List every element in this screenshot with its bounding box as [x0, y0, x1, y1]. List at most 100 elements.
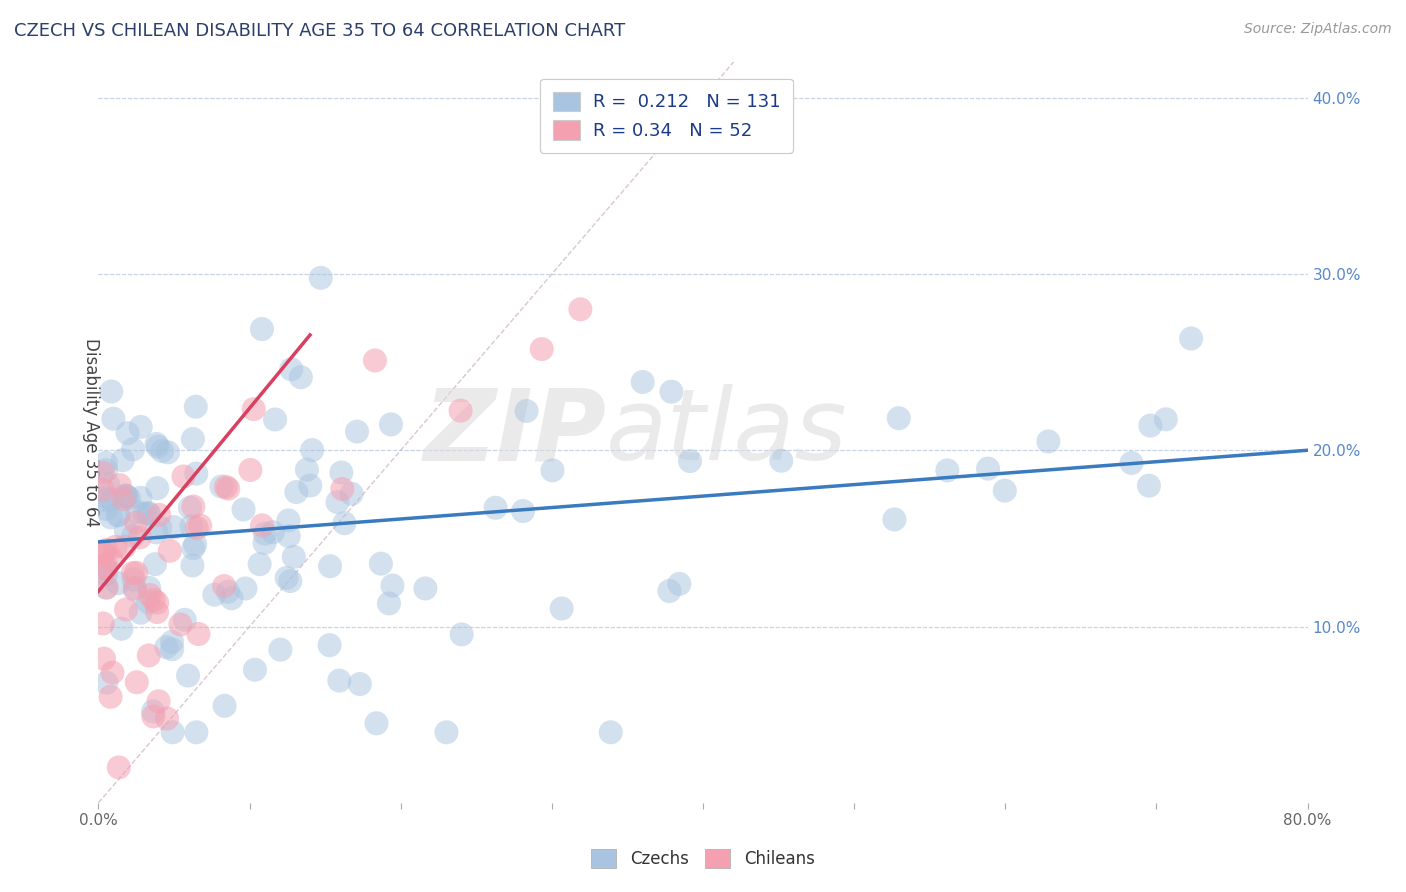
Point — [188, 518, 211, 533]
Point — [1137, 478, 1160, 492]
Point — [250, 322, 273, 336]
Point — [1038, 434, 1060, 449]
Point — [530, 342, 553, 356]
Point — [217, 482, 239, 496]
Point — [159, 543, 181, 558]
Point — [436, 725, 458, 739]
Point — [122, 566, 145, 580]
Point — [156, 711, 179, 725]
Point — [115, 602, 138, 616]
Point — [215, 480, 238, 494]
Point — [143, 557, 166, 571]
Point — [129, 606, 152, 620]
Point — [107, 760, 129, 774]
Point — [115, 524, 138, 538]
Point — [117, 426, 139, 441]
Point — [169, 617, 191, 632]
Point — [221, 591, 243, 606]
Point — [97, 477, 120, 491]
Point — [94, 561, 117, 575]
Point — [290, 370, 312, 384]
Point — [262, 525, 284, 540]
Point — [484, 500, 506, 515]
Point — [142, 705, 165, 719]
Point — [146, 596, 169, 610]
Point — [184, 537, 207, 551]
Point — [136, 506, 159, 520]
Point — [679, 454, 702, 468]
Point — [125, 675, 148, 690]
Point — [243, 663, 266, 677]
Point — [149, 521, 172, 535]
Point — [100, 510, 122, 524]
Point — [269, 642, 291, 657]
Point — [125, 516, 148, 530]
Point — [146, 605, 169, 619]
Point — [1121, 456, 1143, 470]
Point — [1154, 412, 1177, 426]
Point — [148, 508, 170, 522]
Point — [1180, 331, 1202, 345]
Point — [124, 582, 146, 597]
Point — [94, 558, 117, 572]
Point — [162, 725, 184, 739]
Point — [145, 525, 167, 540]
Point — [569, 302, 592, 317]
Point — [264, 412, 287, 426]
Point — [295, 463, 318, 477]
Point — [146, 481, 169, 495]
Point — [129, 420, 152, 434]
Point — [183, 500, 205, 514]
Point — [146, 440, 169, 454]
Point — [122, 442, 145, 457]
Point — [112, 492, 135, 507]
Point — [977, 461, 1000, 475]
Point — [156, 445, 179, 459]
Point — [378, 596, 401, 610]
Point — [107, 508, 129, 523]
Point — [181, 558, 204, 573]
Point — [91, 546, 114, 560]
Point — [330, 466, 353, 480]
Point — [1139, 418, 1161, 433]
Point — [318, 638, 340, 652]
Point — [631, 375, 654, 389]
Point — [138, 581, 160, 595]
Point — [112, 540, 135, 554]
Point — [340, 487, 363, 501]
Point — [285, 485, 308, 500]
Point — [516, 404, 538, 418]
Point — [155, 640, 177, 654]
Point — [94, 463, 117, 477]
Point — [118, 491, 141, 506]
Point — [100, 690, 122, 704]
Point — [91, 466, 114, 480]
Point — [253, 536, 276, 550]
Point — [280, 362, 302, 376]
Point — [94, 502, 117, 516]
Point — [770, 453, 793, 467]
Point — [364, 353, 387, 368]
Point — [94, 543, 117, 558]
Point — [209, 479, 232, 493]
Point — [994, 483, 1017, 498]
Point — [239, 463, 262, 477]
Point — [136, 595, 159, 609]
Point — [96, 675, 118, 690]
Point — [235, 582, 257, 596]
Point — [187, 627, 209, 641]
Point — [148, 694, 170, 708]
Point — [415, 582, 437, 596]
Point — [661, 384, 683, 399]
Point — [94, 491, 117, 505]
Point — [100, 552, 122, 566]
Point — [172, 469, 194, 483]
Point — [217, 584, 239, 599]
Point — [142, 709, 165, 723]
Point — [333, 516, 356, 531]
Point — [183, 541, 205, 556]
Point — [115, 489, 138, 503]
Point — [122, 529, 145, 543]
Point — [214, 698, 236, 713]
Point — [101, 665, 124, 680]
